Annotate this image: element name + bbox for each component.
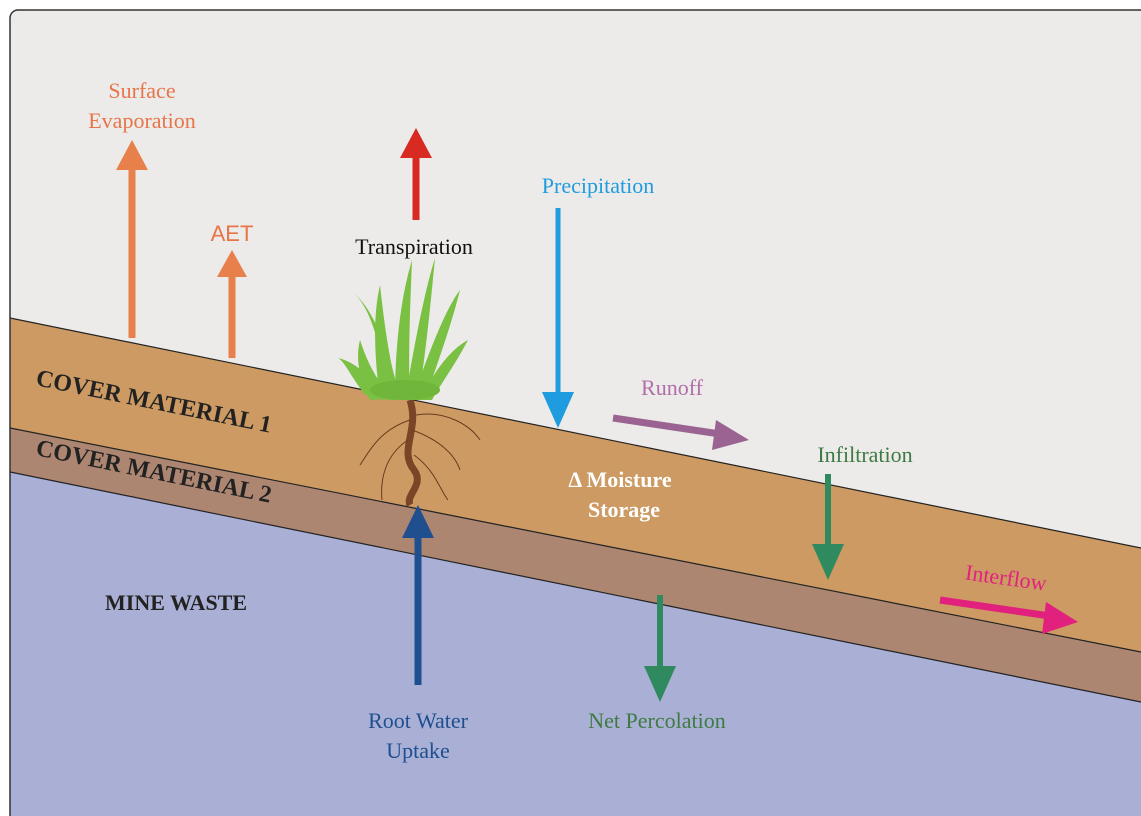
- layer-lines: [10, 317, 1141, 703]
- layers: [10, 10, 1141, 816]
- flux-label: Root Water: [368, 708, 469, 733]
- flux-label: Net Percolation: [588, 708, 725, 733]
- layer-label: MINE WASTE: [105, 590, 247, 615]
- flux-label: Evaporation: [88, 108, 196, 133]
- flux-label: AET: [211, 221, 254, 246]
- flux-label: Δ Moisture: [568, 467, 671, 492]
- flux-label: Runoff: [641, 375, 704, 400]
- roots: [359, 398, 481, 507]
- frame: [9, 9, 1141, 816]
- flux-label: Surface: [108, 78, 175, 103]
- flux-label: Precipitation: [542, 173, 654, 198]
- flux-label: Infiltration: [817, 442, 912, 467]
- mine-waste: [10, 472, 1141, 816]
- flux-label: Uptake: [386, 738, 450, 763]
- grass: [338, 258, 468, 400]
- arrows: [116, 128, 1078, 702]
- flux-label: Transpiration: [355, 234, 473, 259]
- flux-label: Storage: [588, 497, 660, 522]
